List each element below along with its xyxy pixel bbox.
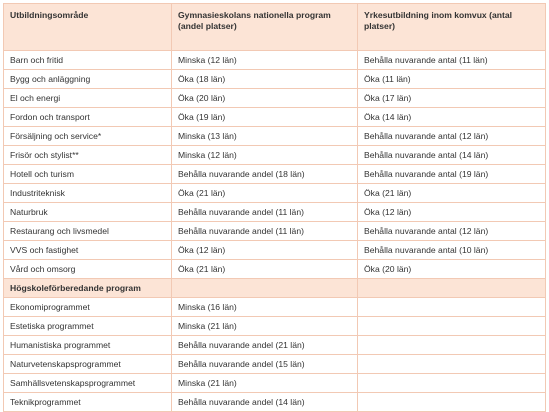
table-cell: Öka (21 län) [171,259,358,279]
table-cell: El och energi [3,88,172,108]
table-row: Naturvetenskapsprogrammet Behålla nuvaran… [3,354,546,374]
table-cell: Ekonomiprogrammet [3,297,172,317]
table-row: Ekonomiprogrammet Minska (16 län) [3,297,546,317]
table-cell: Öka (19 län) [171,107,358,127]
table-cell: Behålla nuvarande andel (15 län) [171,354,358,374]
table-cell: Minska (21 län) [171,373,358,393]
table-cell: VVS och fastighet [3,240,172,260]
table-cell: Behålla nuvarande andel (18 län) [171,164,358,184]
table-row: VVS och fastighet Öka (12 län) Behålla nuv… [3,240,546,260]
table-cell: Minska (13 län) [171,126,358,146]
table-cell: Behålla nuvarande andel (21 län) [171,335,358,355]
table-row: Humanistiska programmet Behålla nuvarande… [3,335,546,355]
header-row: Utbildningsområde Gymnasieskolans nation… [3,3,546,51]
table-cell: Behålla nuvarande andel (11 län) [171,221,358,241]
table-cell: Öka (17 län) [357,88,546,108]
table-cell: Öka (14 län) [357,107,546,127]
table-cell: Restaurang och livsmedel [3,221,172,241]
table-cell: Industriteknisk [3,183,172,203]
table-row: Restaurang och livsmedel Behålla nuvarand… [3,221,546,241]
table-row: Frisör och stylist** Minska (12 län) Behål… [3,145,546,165]
table-cell: Minska (16 län) [171,297,358,317]
table-row: El och energi Öka (20 län) Öka (17 län) [3,88,546,108]
table-cell: Behålla nuvarande andel (11 län) [171,202,358,222]
table-cell: Behålla nuvarande antal (11 län) [357,50,546,70]
table-row: Estetiska programmet Minska (21 län) [3,316,546,336]
table-cell: Minska (21 län) [171,316,358,336]
table-cell: Vård och omsorg [3,259,172,279]
table-cell: Humanistiska programmet [3,335,172,355]
table-cell: Öka (12 län) [357,202,546,222]
table-cell: Behålla nuvarande antal (14 län) [357,145,546,165]
table-row: Hotell och turism Behålla nuvarande andel… [3,164,546,184]
table-row: Fordon och transport Öka (19 län) Öka (14 … [3,107,546,127]
table-cell: Öka (21 län) [357,183,546,203]
table-row: Samhällsvetenskapsprogrammet Minska (21 l… [3,373,546,393]
table-cell [357,354,546,374]
table-cell: Barn och fritid [3,50,172,70]
header-cell: Gymnasieskolans nationella program (ande… [171,3,358,51]
table-cell [357,316,546,336]
table-cell: Naturbruk [3,202,172,222]
table-cell: Öka (18 län) [171,69,358,89]
table-cell [171,278,358,298]
table-cell: Öka (11 län) [357,69,546,89]
table-cell: Öka (21 län) [171,183,358,203]
table-cell: Bygg och anläggning [3,69,172,89]
table-cell [357,297,546,317]
section-title: Högskoleförberedande program [3,278,172,298]
table-row: Naturbruk Behålla nuvarande andel (11 län… [3,202,546,222]
header-cell: Utbildningsområde [3,3,172,51]
table-cell: Öka (12 län) [171,240,358,260]
table-row: Industriteknisk Öka (21 län) Öka (21 län) [3,183,546,203]
table-cell: Minska (12 län) [171,50,358,70]
table-cell: Behålla nuvarande antal (12 län) [357,126,546,146]
table-cell: Försäljning och service* [3,126,172,146]
table-cell: Öka (20 län) [357,259,546,279]
table-cell: Öka (20 län) [171,88,358,108]
table-cell: Samhällsvetenskapsprogrammet [3,373,172,393]
table-cell: Fordon och transport [3,107,172,127]
table-cell: Minska (12 län) [171,145,358,165]
table-row: Vård och omsorg Öka (21 län) Öka (20 län) [3,259,546,279]
header-cell: Yrkesutbildning inom komvux (antal plats… [357,3,546,51]
section-row: Högskoleförberedande program [3,278,546,298]
table-cell: Behålla nuvarande antal (12 län) [357,221,546,241]
table-cell [357,373,546,393]
table-cell [357,278,546,298]
table-body: Barn och fritid Minska (12 län) Behålla nu… [3,50,546,412]
table-cell: Behålla nuvarande antal (10 län) [357,240,546,260]
table: Utbildningsområde Gymnasieskolans nation… [3,3,546,412]
table-row: Barn och fritid Minska (12 län) Behålla nu… [3,50,546,70]
table-cell: Behålla nuvarande antal (19 län) [357,164,546,184]
table-cell: Hotell och turism [3,164,172,184]
table-row: Teknikprogrammet Behålla nuvarande andel … [3,392,546,412]
table-cell [357,335,546,355]
table-cell: Naturvetenskapsprogrammet [3,354,172,374]
table-cell: Estetiska programmet [3,316,172,336]
table-head: Utbildningsområde Gymnasieskolans nation… [3,3,546,51]
table-row: Bygg och anläggning Öka (18 län) Öka (11 l… [3,69,546,89]
table-row: Försäljning och service* Minska (13 län) B… [3,126,546,146]
table-cell: Frisör och stylist** [3,145,172,165]
